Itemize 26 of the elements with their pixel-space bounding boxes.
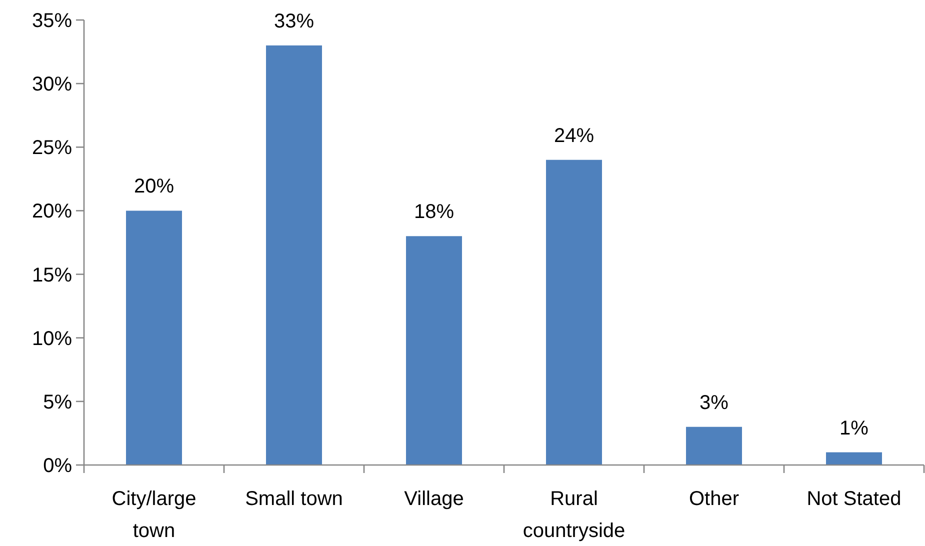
y-tick-label: 35% <box>32 10 72 32</box>
bar <box>686 426 742 465</box>
y-tick-label: 10% <box>32 328 72 350</box>
y-tick-label: 15% <box>32 264 72 286</box>
data-label: 1% <box>840 417 869 440</box>
x-tick-label: Small town <box>245 488 343 510</box>
bar <box>406 236 462 465</box>
x-tick-label: Other <box>688 488 740 510</box>
data-label: 3% <box>700 392 729 414</box>
x-tick-label: Not Stated <box>806 488 902 510</box>
x-tick-label: Rural countryside <box>522 488 626 542</box>
data-label: 20% <box>134 176 174 198</box>
bar <box>826 452 882 465</box>
y-tick-label: 25% <box>32 137 72 160</box>
y-tick-label: 30% <box>32 74 72 96</box>
y-tick-label: 0% <box>43 455 72 477</box>
data-label: 18% <box>414 201 454 224</box>
x-tick-label: Village <box>404 488 464 510</box>
bar <box>126 210 182 465</box>
data-label: 33% <box>274 10 314 32</box>
x-tick-label: City/large town <box>112 488 196 542</box>
bar <box>266 45 322 465</box>
bar <box>546 160 602 465</box>
y-tick-label: 20% <box>32 200 72 223</box>
y-tick-label: 5% <box>43 391 72 414</box>
data-label: 24% <box>554 124 594 147</box>
